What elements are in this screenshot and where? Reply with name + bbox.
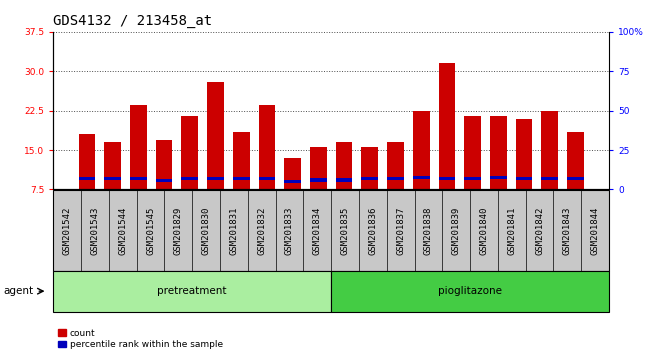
Bar (464, 177, 481, 181)
Text: pretreatment: pretreatment (157, 286, 227, 296)
Text: GSM201842: GSM201842 (535, 206, 544, 255)
Text: GSM201840: GSM201840 (480, 206, 489, 255)
Text: GSM201830: GSM201830 (202, 206, 211, 255)
Bar (310, 147, 327, 189)
Bar (233, 132, 250, 189)
Bar (284, 180, 301, 183)
Text: GSM201838: GSM201838 (424, 206, 433, 255)
Bar (156, 179, 172, 182)
Bar (284, 158, 301, 189)
Bar (567, 132, 584, 189)
Text: GSM201839: GSM201839 (452, 206, 461, 255)
Bar (490, 116, 506, 189)
Bar (464, 116, 481, 189)
Text: GSM201832: GSM201832 (257, 206, 266, 255)
Bar (310, 178, 327, 182)
Bar (413, 176, 430, 179)
Text: GSM201843: GSM201843 (563, 206, 572, 255)
Text: pioglitazone: pioglitazone (438, 286, 502, 296)
Text: GSM201829: GSM201829 (174, 206, 183, 255)
Bar (490, 176, 506, 179)
Text: GSM201545: GSM201545 (146, 206, 155, 255)
Text: GSM201833: GSM201833 (285, 206, 294, 255)
Bar (413, 110, 430, 189)
Bar (104, 177, 121, 181)
Bar (79, 134, 96, 189)
Text: GSM201837: GSM201837 (396, 206, 405, 255)
Legend: count, percentile rank within the sample: count, percentile rank within the sample (58, 329, 223, 349)
Bar (567, 177, 584, 181)
Bar (259, 105, 275, 189)
Text: GSM201543: GSM201543 (90, 206, 99, 255)
Bar (541, 110, 558, 189)
Bar (515, 177, 532, 181)
Bar (104, 142, 121, 189)
Text: GSM201844: GSM201844 (591, 206, 600, 255)
Bar (439, 177, 455, 181)
Bar (207, 177, 224, 181)
Bar (541, 177, 558, 181)
Bar (181, 177, 198, 181)
Text: GSM201841: GSM201841 (507, 206, 516, 255)
Text: GSM201544: GSM201544 (118, 206, 127, 255)
Bar (181, 116, 198, 189)
Bar (515, 119, 532, 189)
Bar (361, 177, 378, 181)
Bar (387, 177, 404, 181)
Bar (439, 63, 455, 189)
Bar (335, 178, 352, 182)
Bar (335, 142, 352, 189)
Bar (233, 177, 250, 181)
Bar (79, 177, 96, 181)
Text: agent: agent (3, 286, 33, 296)
Bar (207, 82, 224, 189)
Bar (130, 177, 147, 181)
Text: GDS4132 / 213458_at: GDS4132 / 213458_at (53, 14, 213, 28)
Bar (156, 139, 172, 189)
Text: GSM201835: GSM201835 (341, 206, 350, 255)
Text: GSM201831: GSM201831 (229, 206, 239, 255)
Bar (387, 142, 404, 189)
Text: GSM201836: GSM201836 (369, 206, 378, 255)
Text: GSM201834: GSM201834 (313, 206, 322, 255)
Bar (259, 177, 275, 181)
Bar (361, 147, 378, 189)
Text: GSM201542: GSM201542 (62, 206, 72, 255)
Bar (130, 105, 147, 189)
